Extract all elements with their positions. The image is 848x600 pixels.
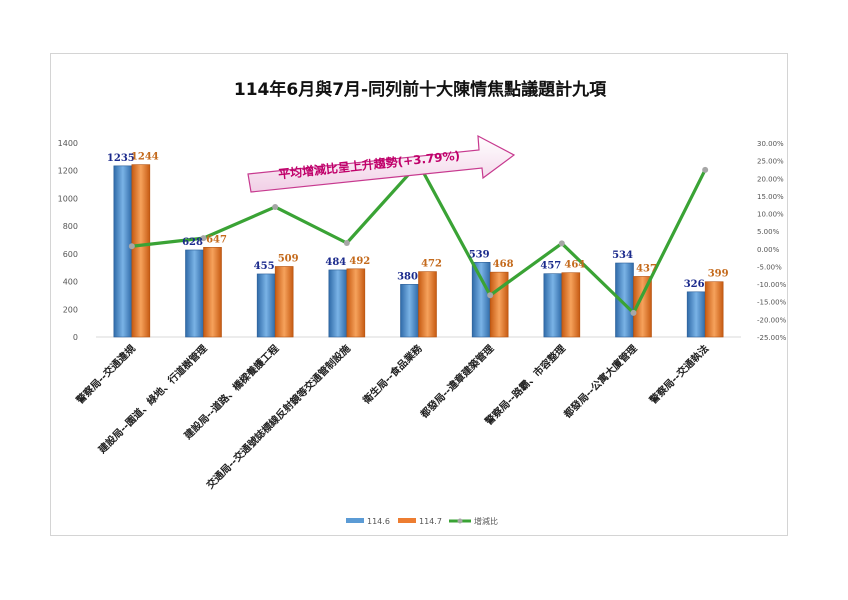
legend-label-114-7: 114.7: [419, 517, 442, 526]
y2-tick-label: 30.00%: [757, 140, 784, 148]
y-tick-label: 400: [63, 278, 78, 287]
y2-tick-label: -25.00%: [757, 334, 787, 342]
bars: [113, 164, 724, 338]
data-label-114-7: 468: [493, 259, 514, 270]
legend: 114.6 114.7 增減比: [346, 516, 498, 526]
y2-tick-label: 10.00%: [757, 211, 784, 219]
y2-tick-label: -5.00%: [757, 263, 782, 271]
y-tick-label: 200: [63, 305, 78, 314]
data-label-114-6: 326: [684, 279, 705, 290]
chart-title: 114年6月與7月-同列前十大陳情焦點議題計九項: [234, 79, 607, 100]
bar-114-6: [185, 249, 204, 338]
y2-tick-label: 15.00%: [757, 193, 784, 201]
change-ratio-point: [702, 166, 709, 173]
chart-frame: 114年6月與7月-同列前十大陳情焦點議題計九項 0 200 400 600 800 10…: [50, 53, 788, 536]
data-label-114-7: 647: [206, 234, 227, 245]
category-label: 警察局--交通執法: [646, 342, 711, 407]
legend-label-114-6: 114.6: [367, 517, 390, 526]
y-tick-label: 600: [63, 250, 78, 259]
data-label-114-6: 457: [540, 261, 561, 272]
y-tick-label: 800: [63, 222, 78, 231]
data-label-114-7: 464: [564, 260, 585, 271]
category-label: 交通局--交通號誌標線反射鏡等交通管制設施: [204, 342, 353, 491]
data-label-114-6: 484: [325, 257, 346, 268]
change-ratio-point: [343, 239, 350, 246]
data-label-114-6: 1235: [107, 153, 135, 164]
change-ratio-point: [487, 292, 494, 299]
legend-swatch-114-6: [346, 518, 364, 523]
bar-114-6: [543, 273, 563, 338]
change-ratio-point: [558, 240, 565, 247]
trend-arrow-shape: [247, 134, 516, 193]
category-label: 警察局--路霸、市容整理: [481, 342, 567, 428]
bar-114-6: [256, 273, 276, 338]
y2-tick-label: -10.00%: [757, 281, 787, 289]
legend-label-ratio: 增減比: [474, 516, 498, 526]
bar-114-7: [131, 164, 151, 338]
trend-arrow: 平均增減比呈上升趨勢(+3.79%): [247, 134, 516, 193]
bar-114-7: [704, 281, 724, 338]
y2-tick-label: 20.00%: [757, 175, 784, 183]
category-labels: 警察局--交通違規建設局--園道、綠地、行道樹管理建設局--道路、橋樑養護工程交…: [73, 341, 712, 491]
change-ratio-point: [272, 203, 279, 210]
legend-swatch-114-7: [398, 518, 416, 523]
bar-114-7: [346, 268, 366, 338]
category-label: 都發局--違章建築管理: [417, 342, 496, 421]
bar-114-6: [400, 284, 419, 338]
bar-114-7: [418, 271, 437, 338]
y-tick-label: 0: [73, 333, 78, 342]
y2-tick-label: 0.00%: [757, 246, 780, 254]
data-label-114-7: 472: [421, 259, 442, 270]
bar-114-6: [328, 269, 348, 338]
change-ratio-point: [128, 243, 135, 250]
bar-114-6: [113, 165, 133, 338]
change-ratio-point: [630, 309, 637, 316]
bar-114-7: [561, 272, 581, 338]
bar-114-7: [203, 247, 222, 338]
y2-tick-label: -15.00%: [757, 299, 787, 307]
bar-114-6: [686, 291, 706, 338]
y2-tick-label: 25.00%: [757, 158, 784, 166]
data-label-114-6: 539: [469, 249, 490, 260]
y-tick-label: 1400: [58, 139, 78, 148]
chart-svg: 114年6月與7月-同列前十大陳情焦點議題計九項 0 200 400 600 800 10…: [58, 79, 787, 526]
data-label-114-7: 399: [708, 269, 729, 280]
category-label: 衛生局--食品業務: [359, 341, 425, 407]
category-label: 都發局--公寓大廈管理: [560, 342, 639, 421]
data-label-114-7: 492: [349, 256, 370, 267]
bar-114-6: [471, 262, 491, 338]
data-label-114-6: 628: [182, 237, 203, 248]
y2-tick-label: 5.00%: [757, 228, 780, 236]
data-label-114-7: 509: [278, 253, 299, 264]
bar-114-7: [489, 271, 509, 338]
y-tick-label: 1200: [58, 167, 78, 176]
data-label-114-7: 1244: [131, 152, 159, 163]
data-label-114-6: 534: [612, 250, 633, 261]
data-label-114-6: 380: [397, 271, 418, 282]
data-label-114-6: 455: [254, 261, 275, 272]
y-tick-label: 1000: [58, 194, 78, 203]
bar-114-7: [633, 276, 652, 338]
legend-marker-ratio: [457, 518, 463, 524]
y2-tick-label: -20.00%: [757, 316, 787, 324]
change-ratio-point: [200, 235, 207, 242]
data-label-114-7: 437: [636, 263, 657, 274]
category-label: 警察局--交通違規: [73, 342, 138, 407]
bar-114-7: [274, 266, 294, 338]
